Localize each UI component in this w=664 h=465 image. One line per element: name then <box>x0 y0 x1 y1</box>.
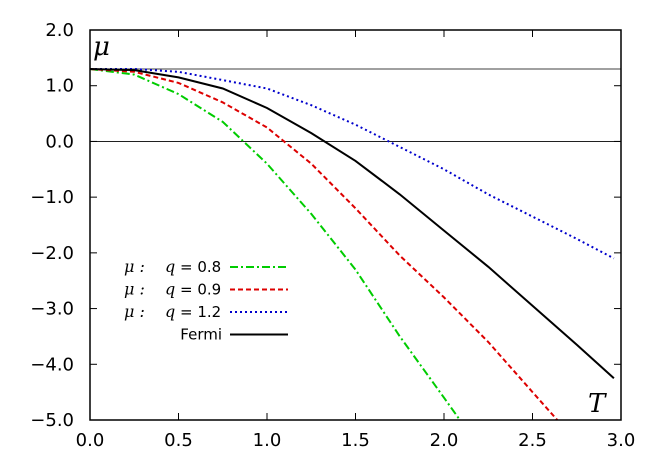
series-line-2 <box>90 68 615 260</box>
y-axis-ticks: 2.0 1.0 0.0 −1.0 −2.0 −3.0 −4.0 −5.0 <box>30 20 621 431</box>
series-lines <box>89 68 615 421</box>
x-tick-label: 0.0 <box>76 430 105 451</box>
y-tick-label: −1.0 <box>30 187 74 208</box>
y-tick-label: 2.0 <box>45 20 74 41</box>
legend-label: q = 0.8 <box>165 257 221 276</box>
x-tick-label: 2.0 <box>430 430 459 451</box>
x-tick-label: 1.0 <box>253 430 282 451</box>
reference-lines <box>90 68 621 142</box>
x-tick-label: 3.0 <box>607 430 636 451</box>
legend-prefix: μ : <box>124 280 145 299</box>
legend-label: q = 1.2 <box>165 302 221 321</box>
legend-item: μ : q = 1.2 <box>124 302 288 321</box>
x-axis-label: T <box>588 389 607 419</box>
legend-item: Fermi <box>180 326 288 344</box>
x-tick-label: 1.5 <box>341 430 370 451</box>
legend-label: Fermi <box>180 326 222 344</box>
legend-item: μ : q = 0.8 <box>124 257 288 276</box>
series-line-0 <box>89 68 461 421</box>
y-tick-label: −3.0 <box>30 299 74 320</box>
y-tick-label: 1.0 <box>45 76 74 97</box>
y-tick-label: −5.0 <box>30 410 74 431</box>
y-tick-label: −4.0 <box>30 354 74 375</box>
y-tick-label: 0.0 <box>45 131 74 152</box>
x-axis-ticks: 0.0 0.5 1.0 1.5 2.0 2.5 3.0 <box>76 30 636 451</box>
x-tick-label: 2.5 <box>518 430 547 451</box>
series-line-1 <box>89 68 559 421</box>
x-tick-label: 0.5 <box>164 430 193 451</box>
legend-label: q = 0.9 <box>165 280 221 299</box>
legend: μ : q = 0.8 μ : q = 0.9 μ : q = 1.2 Fermi <box>124 257 288 344</box>
y-axis-label: μ <box>93 32 110 62</box>
plot-frame <box>89 29 622 421</box>
legend-prefix: μ : <box>124 302 145 321</box>
series-line-3 <box>89 68 615 379</box>
legend-prefix: μ : <box>124 257 145 276</box>
y-tick-label: −2.0 <box>30 243 74 264</box>
legend-item: μ : q = 0.9 <box>124 280 288 299</box>
